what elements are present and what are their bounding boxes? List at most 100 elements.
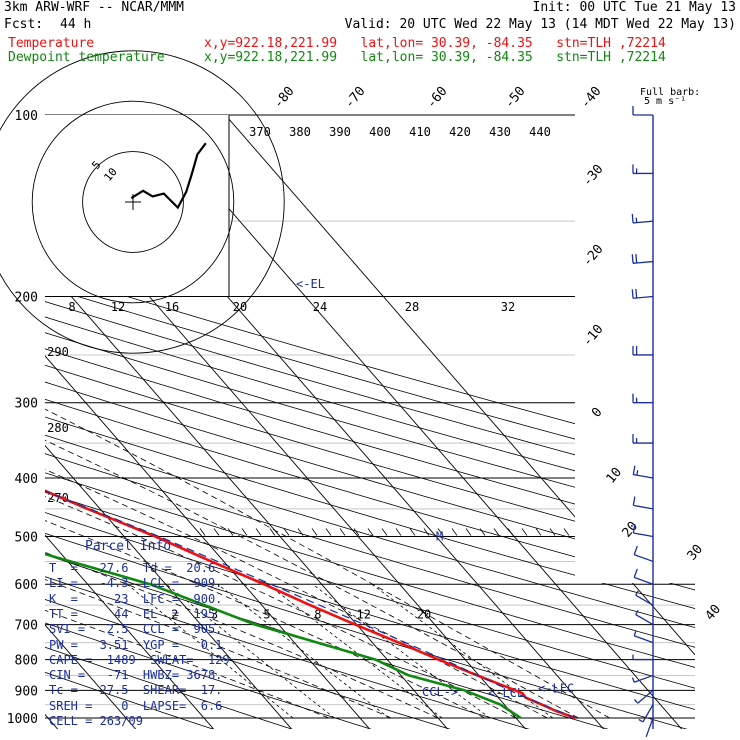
- pressure-label-200: 200: [15, 291, 38, 306]
- isotherm-label-20: 20: [620, 519, 642, 541]
- parcel-info-title: Parcel Info: [85, 539, 172, 554]
- tick-500: [269, 528, 276, 536]
- m-label: M: [436, 529, 443, 543]
- wind-speed-label-16: 16: [165, 300, 179, 314]
- tick-500: [549, 528, 556, 536]
- theta-label-380: 380: [289, 125, 311, 139]
- wind-barb-850: [631, 674, 654, 683]
- chart-header: 3km ARW-WRF -- NCAR/MMM Init: 00 UTC Tue…: [0, 0, 740, 70]
- temperature-legend: Temperature: [8, 36, 95, 51]
- dewpoint-trace: [45, 115, 522, 720]
- theta-label-390: 390: [329, 125, 351, 139]
- dry-adiabat-340: [45, 115, 695, 729]
- wind-speed-label-8: 8: [68, 300, 75, 314]
- wind-speed-label-32: 32: [501, 300, 515, 314]
- isotherm-label-10: 10: [604, 465, 626, 487]
- dry-adiabat-250: [45, 115, 219, 729]
- tick-500: [409, 528, 416, 536]
- wind-barb-200: [631, 288, 654, 299]
- wind-barb-175: [631, 253, 654, 264]
- theta-label-420: 420: [449, 125, 471, 139]
- moist-adiabat--4: [45, 296, 329, 719]
- wind-barb-650: [635, 590, 654, 606]
- wind-barb-450: [632, 496, 654, 510]
- theta-label-440: 440: [529, 125, 551, 139]
- tick-500: [353, 528, 360, 536]
- parcel-row-k: K = 23 LFC = 900.: [49, 591, 223, 606]
- dry-adiabat-290: [45, 115, 535, 729]
- dry-adiabat-320: [45, 115, 695, 729]
- mixing-ratio-label-3: 3: [211, 608, 218, 622]
- moist-adiabat-10: [45, 296, 439, 719]
- parcel-row-sreh: SREH = 0 LAPSE= 6.6: [49, 698, 223, 713]
- isotherm--20: [45, 115, 216, 729]
- isotherm-label-m50: -50: [502, 84, 529, 112]
- ccl-label: CCL->: [422, 685, 458, 699]
- isotherm-label-m80: -80: [271, 84, 298, 112]
- hodograph-ring-2: [31, 100, 235, 304]
- mixing-ratio-label-12: 12: [356, 608, 370, 622]
- temperature-station-info: x,y=922.18,221.99 lat,lon= 30.39, -84.35…: [204, 36, 666, 51]
- mixing-ratio-2: [126, 583, 294, 719]
- wind-barb-300: [632, 393, 653, 404]
- isotherm-50: [201, 115, 695, 729]
- isotherm-0: [45, 115, 372, 729]
- mixing-ratio-label-20: 20: [417, 608, 431, 622]
- moist-adiabat-4: [45, 296, 392, 719]
- barb-legend-title: Full barb:: [640, 87, 700, 98]
- wind-barb-350: [632, 434, 653, 444]
- pressure-label-600: 600: [15, 578, 38, 593]
- dewpoint-station-info: x,y=922.18,221.99 lat,lon= 30.39, -84.35…: [204, 50, 666, 65]
- wind-barb-700: [635, 609, 654, 626]
- isotherm-label-m60: -60: [424, 84, 451, 112]
- temperature-trace: [45, 115, 576, 720]
- el-label: <-EL: [296, 277, 325, 291]
- mixing-ratio-3: [165, 583, 335, 719]
- pressure-label-700: 700: [15, 619, 38, 634]
- theta-label-410: 410: [409, 125, 431, 139]
- pressure-label-1000: 1000: [7, 712, 38, 727]
- valid-time: Valid: 20 UTC Wed 22 May 13 (14 MDT Wed …: [344, 17, 736, 32]
- tick-500: [381, 528, 388, 536]
- tick-500: [339, 528, 346, 536]
- tick-500: [255, 528, 262, 536]
- theta-label-370: 370: [249, 125, 271, 139]
- isotherm-label-m30: -30: [580, 162, 607, 190]
- tick-500: [521, 528, 528, 536]
- dry-adiabat-300: [45, 115, 614, 729]
- wind-speed-label-20: 20: [233, 300, 247, 314]
- parcel-row-cin: CIN = -71 HWBZ= 3678.: [49, 668, 223, 683]
- theta-lower-label-290: 290: [47, 345, 69, 359]
- hodograph: 510: [0, 50, 285, 354]
- dry-adiabat-370: [45, 115, 695, 729]
- tick-500: [423, 528, 430, 536]
- dry-adiabat-260: [45, 115, 298, 729]
- dry-adiabat-330: [45, 115, 695, 729]
- parcel-row-svi: SVI = 2.5 CCL = 905.: [49, 622, 223, 637]
- wind-barb-950: [638, 704, 654, 723]
- hodograph-background: [45, 115, 229, 296]
- parcel-row-li: LI = -4.3 LCL = 909.: [49, 576, 223, 591]
- wind-barb-550: [633, 545, 654, 563]
- tick-500: [199, 528, 206, 536]
- mixing-ratio-label-5: 5: [263, 608, 270, 622]
- isotherm-label-0: 0: [589, 405, 606, 421]
- tick-500: [297, 528, 304, 536]
- parcel-trace: [45, 289, 576, 719]
- pressure-label-100: 100: [15, 109, 38, 124]
- dry-adiabat-310: [45, 115, 693, 729]
- pressure-label-900: 900: [15, 684, 38, 699]
- parcel-row-pw: PW = 3.51 YGP = 0.1: [49, 637, 223, 652]
- isotherm-label-m40: -40: [578, 84, 605, 112]
- init-time: Init: 00 UTC Tue 21 May 13: [532, 0, 737, 15]
- dry-adiabat-410: [45, 115, 695, 729]
- tick-500: [465, 528, 472, 536]
- hodograph-ring-3: [0, 50, 285, 354]
- wind-barb-400: [632, 465, 654, 479]
- wind-barb-750: [633, 630, 654, 644]
- dry-adiabat-430: [45, 115, 695, 729]
- tick-500: [367, 528, 374, 536]
- tick-500: [451, 528, 458, 536]
- wind-barb-900: [633, 689, 654, 704]
